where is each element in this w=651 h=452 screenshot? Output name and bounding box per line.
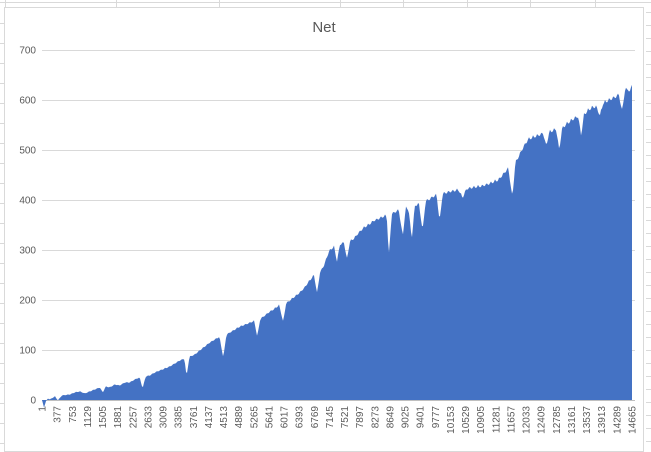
x-axis-tick-label: 12033 — [522, 406, 533, 434]
x-axis-tick-label: 9777 — [431, 406, 442, 429]
x-axis-tick-label: 377 — [53, 406, 64, 423]
x-axis-tick-label: 3761 — [189, 406, 200, 429]
x-axis-tick-label: 3385 — [174, 406, 185, 429]
x-axis-tick-label: 5265 — [249, 406, 260, 429]
x-axis-tick-label: 9401 — [416, 406, 427, 429]
x-axis-tick-label: 5641 — [264, 406, 275, 429]
chart-title[interactable]: Net — [312, 19, 336, 36]
x-axis-tick-label: 2633 — [143, 406, 154, 429]
x-axis-tick-label: 3009 — [159, 406, 170, 429]
x-axis-tick-label: 1 — [38, 406, 49, 412]
x-axis-tick-label: 8273 — [370, 406, 381, 429]
y-axis-tick-label: 100 — [19, 346, 36, 357]
x-axis-tick-label: 14289 — [612, 406, 623, 434]
y-axis-tick-label: 300 — [19, 246, 36, 257]
x-axis-tick-label: 4889 — [234, 406, 245, 429]
x-axis-tick-label: 6017 — [280, 406, 291, 429]
x-axis-tick-label: 8649 — [385, 406, 396, 429]
x-axis-tick-label: 13537 — [582, 406, 593, 434]
x-axis-tick-label: 1881 — [113, 406, 124, 429]
x-axis-labels: 1 377 753 1129 1505 1881 2257 2633 3009 3385 3761 4… — [38, 406, 639, 434]
y-axis-tick-label: 600 — [19, 96, 36, 107]
x-axis-tick-label: 13161 — [567, 406, 578, 434]
x-axis-tick-label: 10905 — [476, 406, 487, 434]
x-axis-tick-label: 11657 — [506, 406, 517, 434]
x-axis-tick-label: 1505 — [98, 406, 109, 429]
x-axis-tick-label: 10153 — [446, 406, 457, 434]
net-area-shape — [42, 84, 632, 408]
net-series-area — [42, 84, 632, 408]
y-axis-tick-label: 0 — [30, 396, 36, 407]
x-axis-tick-label: 10529 — [461, 406, 472, 434]
x-axis-tick-label: 6393 — [295, 406, 306, 429]
y-axis-tick-label: 700 — [19, 46, 36, 57]
x-axis-tick-label: 12409 — [537, 406, 548, 434]
x-axis-tick-label: 7897 — [355, 406, 366, 429]
x-axis-tick-label: 12785 — [552, 406, 563, 434]
x-axis-tick-label: 2257 — [128, 406, 139, 429]
x-axis-tick-label: 14665 — [628, 406, 639, 434]
x-axis-tick-label: 6769 — [310, 406, 321, 429]
y-axis-tick-label: 200 — [19, 296, 36, 307]
x-axis-tick-label: 753 — [68, 406, 79, 423]
y-axis-tick-label: 500 — [19, 146, 36, 157]
x-axis-tick-label: 13913 — [597, 406, 608, 434]
y-axis-tick-label: 400 — [19, 196, 36, 207]
x-axis-tick-label: 7521 — [340, 406, 351, 429]
x-axis-tick-label: 4137 — [204, 406, 215, 429]
x-axis-tick-label: 4513 — [219, 406, 230, 429]
x-axis-tick-label: 7145 — [325, 406, 336, 429]
x-axis-tick-label: 1129 — [83, 406, 94, 428]
x-axis-tick-label: 9025 — [401, 406, 412, 429]
x-axis-tick-label: 11281 — [491, 406, 502, 434]
y-axis-labels: 0 100 200 300 400 500 600 700 — [19, 46, 36, 407]
